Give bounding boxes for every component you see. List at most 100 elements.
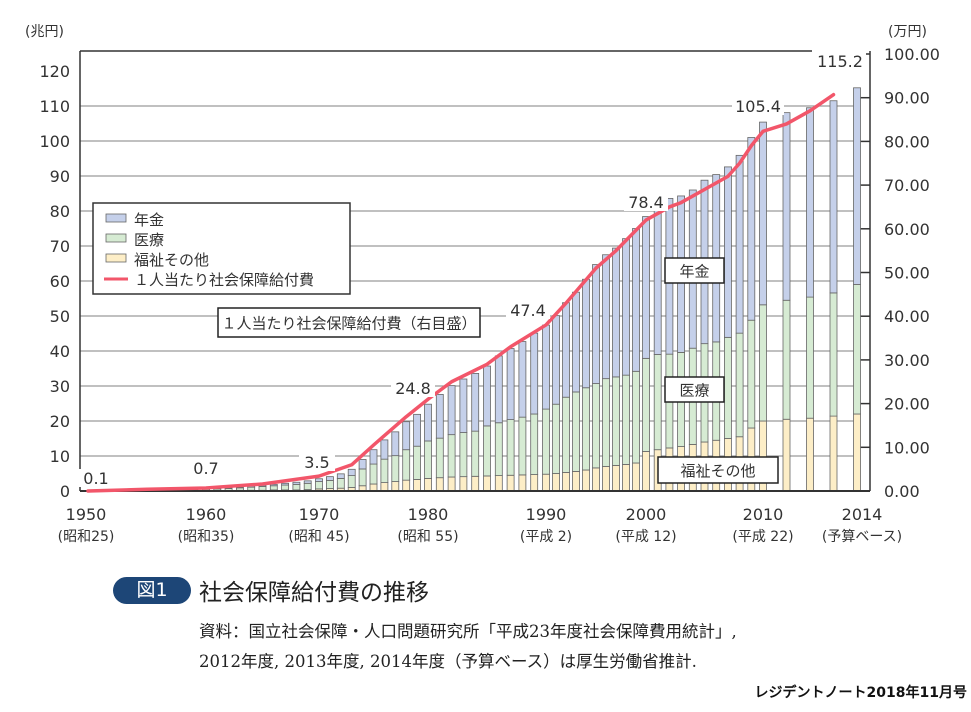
bar-medical: [380, 458, 389, 483]
bar-pension: [303, 480, 312, 484]
bar-medical: [506, 419, 515, 476]
total-label-bg: [299, 453, 335, 471]
bar-pension: [483, 365, 491, 427]
bar-welfare: [612, 465, 620, 492]
bar-welfare: [494, 475, 503, 492]
bar-medical: [542, 408, 550, 475]
bar-medical: [735, 332, 744, 438]
bar-pension: [853, 87, 861, 285]
bar-pension: [572, 291, 580, 393]
line-note-label: １人当たり社会保障給付費（右目盛）: [221, 315, 476, 333]
bar-welfare: [483, 475, 491, 492]
bar-medical: [247, 486, 256, 491]
bar-pension: [269, 483, 278, 487]
bar-pension: [829, 100, 838, 294]
figure-title: 社会保障給付費の推移: [199, 580, 429, 606]
legend-label: 福祉その他: [134, 251, 209, 269]
right-tick-label: 0.00: [884, 482, 920, 501]
bar-medical: [471, 430, 480, 477]
bar-welfare: [447, 476, 456, 492]
bar-medical: [759, 304, 767, 422]
bar-medical: [336, 477, 345, 489]
legend-swatch-welfare: [105, 253, 127, 263]
bar-pension: [347, 468, 356, 476]
left-tick-label: 110: [39, 97, 70, 116]
bar-pension: [494, 355, 503, 424]
pension-label: 年金: [679, 263, 709, 281]
bar-welfare: [552, 473, 560, 492]
bar-welfare: [424, 477, 432, 492]
total-label-bg: [188, 459, 224, 477]
bar-pension: [518, 341, 527, 418]
bar-medical: [281, 484, 290, 491]
per-capita-line: [86, 92, 836, 493]
bar-pension: [612, 247, 620, 378]
bar-pension: [542, 324, 550, 410]
total-label-bg: [814, 52, 866, 70]
right-tick-label: 100.00: [884, 45, 940, 64]
welfare-label-box: [657, 456, 779, 484]
right-tick-label: 80.00: [884, 132, 930, 151]
bar-welfare: [402, 479, 411, 492]
total-label-bg: [78, 469, 114, 487]
x-tick-sublabel: (昭和25): [58, 529, 115, 545]
x-tick-label: 2014: [842, 505, 883, 524]
bar-welfare: [518, 474, 527, 492]
source-line-1: 資料：国立社会保障・人口問題研究所「平成23年度社会保障費用統計」,: [199, 622, 737, 641]
total-label: 78.4: [628, 193, 664, 212]
bar-medical: [632, 370, 640, 464]
right-tick-label: 20.00: [884, 395, 930, 414]
total-label-bg: [732, 97, 784, 115]
bar-welfare: [592, 467, 600, 492]
bar-medical: [494, 422, 503, 476]
bar-medical: [269, 485, 278, 491]
bar-medical: [582, 387, 590, 471]
total-label: 0.1: [83, 469, 108, 488]
bar-medical: [552, 403, 560, 474]
bar-pension: [424, 403, 432, 442]
left-tick-label: 10: [50, 447, 70, 466]
total-label-bg: [391, 379, 435, 397]
legend-swatch-pension: [105, 213, 127, 223]
bar-pension: [380, 439, 389, 460]
bar-medical: [292, 483, 301, 491]
bar-pension: [632, 228, 640, 372]
x-tick-sublabel: (昭和35): [178, 529, 235, 545]
bar-medical: [315, 481, 323, 490]
bar-pension: [413, 413, 422, 447]
bar-medical: [483, 425, 491, 477]
medical-label-box: [664, 376, 725, 403]
bar-welfare: [602, 466, 610, 492]
left-tick-label: 80: [50, 202, 70, 221]
bar-medical: [347, 475, 356, 488]
x-tick-sublabel: (昭和 55): [397, 529, 458, 545]
bar-medical: [592, 383, 600, 469]
x-tick-label: 2010: [743, 505, 784, 524]
right-tick-label: 40.00: [884, 307, 930, 326]
bar-pension: [622, 238, 630, 376]
right-tick-label: 70.00: [884, 176, 930, 195]
publication-label: レジデントノート2018年11月号: [754, 685, 967, 701]
bar-medical: [530, 413, 539, 475]
bar-welfare: [369, 483, 378, 492]
left-tick-label: 50: [50, 307, 70, 326]
x-tick-label: 2000: [626, 505, 667, 524]
bar-pension: [391, 431, 400, 457]
bar-medical: [612, 376, 620, 466]
bar-medical: [369, 463, 378, 485]
bar-medical: [562, 396, 570, 473]
total-label: 0.7: [193, 459, 218, 478]
right-tick-label: 90.00: [884, 89, 930, 108]
bar-pension: [592, 264, 600, 384]
bar-medical: [853, 284, 861, 415]
bar-pension: [806, 107, 814, 298]
bar-welfare: [391, 481, 400, 492]
right-tick-label: 10.00: [884, 438, 930, 457]
bar-medical: [572, 391, 580, 472]
bar-pension: [552, 315, 560, 405]
bar-pension: [582, 278, 590, 389]
bar-medical: [747, 319, 756, 429]
pension-label-box: [664, 257, 725, 284]
welfare-label: 福祉その他: [680, 462, 755, 480]
left-tick-label: 40: [50, 342, 70, 361]
